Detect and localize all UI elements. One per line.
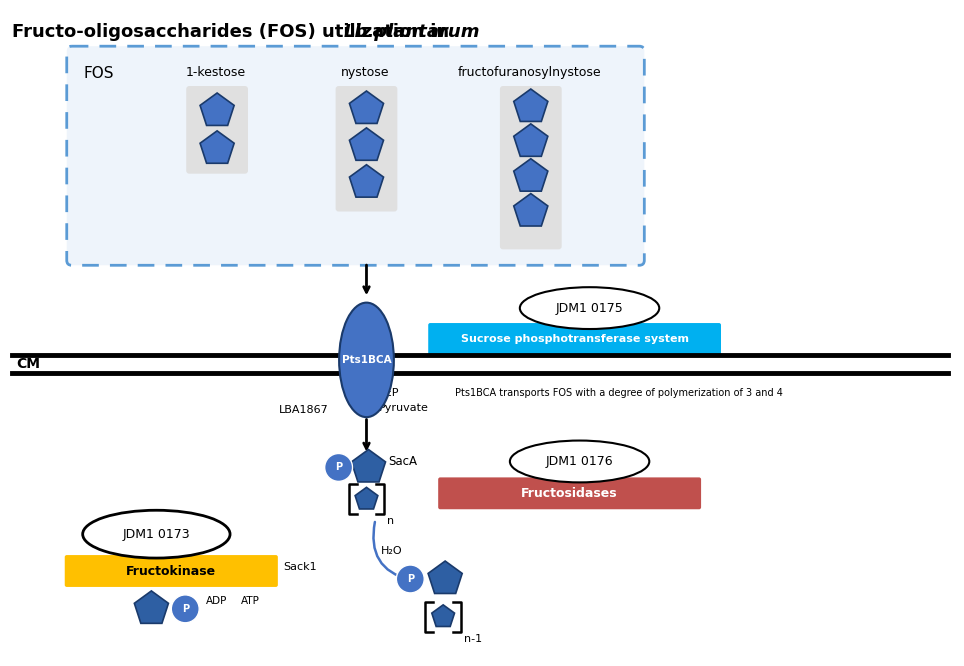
Text: Pts1BCA transports FOS with a degree of polymerization of 3 and 4: Pts1BCA transports FOS with a degree of …: [455, 388, 783, 398]
Circle shape: [325, 454, 353, 482]
Text: Fructosidases: Fructosidases: [522, 487, 618, 500]
Polygon shape: [349, 91, 384, 123]
Circle shape: [396, 565, 424, 593]
FancyBboxPatch shape: [186, 86, 248, 174]
Text: Sack1: Sack1: [282, 562, 316, 572]
Text: P: P: [335, 462, 342, 472]
Polygon shape: [352, 450, 386, 482]
Text: PEP: PEP: [379, 388, 399, 398]
Polygon shape: [355, 488, 378, 509]
FancyBboxPatch shape: [439, 478, 701, 509]
Text: FOS: FOS: [84, 66, 114, 81]
Polygon shape: [428, 561, 462, 593]
Text: P: P: [181, 604, 189, 614]
FancyBboxPatch shape: [428, 323, 721, 355]
Text: Fructokinase: Fructokinase: [126, 565, 216, 577]
Ellipse shape: [510, 440, 650, 482]
Polygon shape: [201, 131, 234, 163]
Text: JDM1 0173: JDM1 0173: [122, 527, 190, 541]
Text: LBA1867: LBA1867: [279, 405, 329, 415]
Polygon shape: [134, 591, 169, 623]
Polygon shape: [349, 128, 384, 161]
Polygon shape: [514, 89, 548, 121]
Text: JDM1 0176: JDM1 0176: [546, 455, 613, 468]
Polygon shape: [514, 194, 548, 226]
Text: n-1: n-1: [464, 634, 482, 644]
Text: n: n: [388, 516, 394, 526]
Circle shape: [172, 595, 200, 623]
Text: Lb.plantarum: Lb.plantarum: [343, 23, 480, 41]
Text: ADP: ADP: [206, 596, 228, 606]
Ellipse shape: [83, 510, 230, 558]
Text: SacA: SacA: [388, 455, 417, 468]
Text: Pts1BCA: Pts1BCA: [341, 355, 391, 365]
Text: CM: CM: [16, 357, 40, 371]
Polygon shape: [432, 605, 455, 627]
Text: H₂O: H₂O: [381, 546, 402, 556]
Text: nystose: nystose: [341, 66, 389, 79]
FancyBboxPatch shape: [67, 46, 644, 265]
FancyBboxPatch shape: [500, 86, 562, 249]
Text: ATP: ATP: [241, 596, 260, 606]
Ellipse shape: [520, 287, 659, 329]
Text: 1-kestose: 1-kestose: [186, 66, 246, 79]
Text: P: P: [407, 574, 414, 584]
Text: JDM1 0175: JDM1 0175: [555, 302, 624, 314]
Text: Sucrose phosphotransferase system: Sucrose phosphotransferase system: [461, 334, 688, 344]
Polygon shape: [201, 93, 234, 125]
Polygon shape: [514, 124, 548, 157]
FancyBboxPatch shape: [335, 86, 397, 212]
Text: Pyruvate: Pyruvate: [379, 403, 428, 413]
FancyBboxPatch shape: [65, 555, 278, 587]
Ellipse shape: [339, 302, 394, 417]
Text: fructofuranosylnystose: fructofuranosylnystose: [458, 66, 602, 79]
Polygon shape: [349, 165, 384, 197]
Polygon shape: [514, 159, 548, 191]
Text: Fructo-oligosaccharides (FOS) utilization in: Fructo-oligosaccharides (FOS) utilizatio…: [12, 23, 455, 41]
